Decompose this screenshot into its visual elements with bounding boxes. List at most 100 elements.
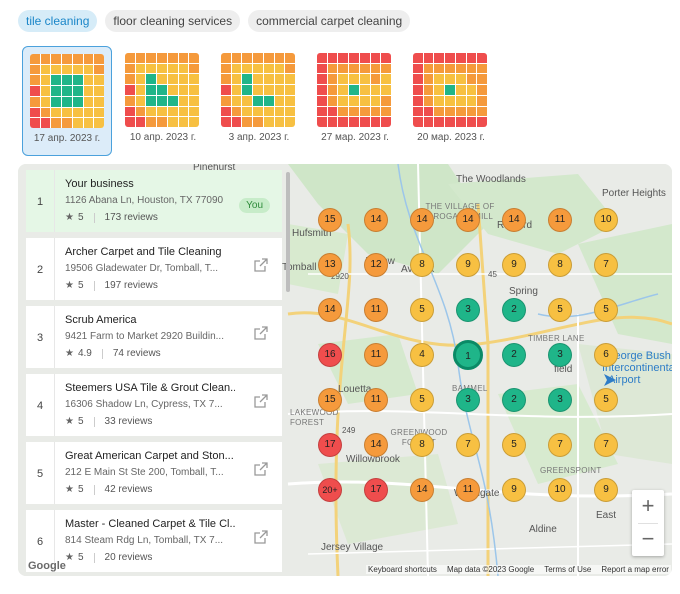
thumb-heatmap <box>125 53 199 127</box>
rank-pin[interactable]: 11 <box>364 343 388 367</box>
rank-pin[interactable]: 15 <box>318 388 342 412</box>
thumb-cell <box>72 96 83 107</box>
rank-pin[interactable]: 9 <box>456 253 480 277</box>
business-name: Scrub America <box>65 314 137 326</box>
rank-pin[interactable]: 10 <box>548 478 572 502</box>
rank-pin[interactable]: 11 <box>456 478 480 502</box>
thumb-cell <box>178 95 189 106</box>
rank-pin[interactable]: 8 <box>548 253 572 277</box>
rank-pin[interactable]: 3 <box>456 388 480 412</box>
thumb-cell <box>157 53 167 63</box>
rank-pin[interactable]: 20+ <box>318 478 342 502</box>
list-item[interactable]: 3 Scrub America 9421 Farm to Market 2920… <box>26 306 282 368</box>
rank-pin[interactable]: 2 <box>502 298 526 322</box>
rank-pin[interactable]: 7 <box>594 253 618 277</box>
rank-pin[interactable]: 5 <box>502 433 526 457</box>
map-label-aldine: Aldine <box>529 524 557 535</box>
external-link-icon[interactable] <box>254 326 268 340</box>
thumb-cell <box>274 117 285 127</box>
rank-pin[interactable]: 5 <box>548 298 572 322</box>
rank-pin[interactable]: 14 <box>410 478 434 502</box>
rank-pin[interactable]: 17 <box>318 433 342 457</box>
rank-pin[interactable]: 14 <box>410 208 434 232</box>
list-item[interactable]: 1 Your business 1126 Abana Ln, Houston, … <box>26 170 282 232</box>
zoom-out-button[interactable]: − <box>641 526 655 551</box>
thumb-cell <box>135 85 146 95</box>
results-scrollbar[interactable] <box>286 172 290 292</box>
business-address: 9421 Farm to Market 2920 Buildin... <box>65 331 224 342</box>
rank-pin[interactable]: 14 <box>364 208 388 232</box>
rank-pin[interactable]: 1 <box>453 340 483 370</box>
rank-pin[interactable]: 7 <box>548 433 572 457</box>
rank-pin[interactable]: 15 <box>318 208 342 232</box>
history-thumb[interactable]: 3 апр. 2023 г. <box>214 46 304 156</box>
rank-pin[interactable]: 5 <box>410 388 434 412</box>
rank-pin[interactable]: 11 <box>364 298 388 322</box>
history-thumb[interactable]: 17 апр. 2023 г. <box>22 46 112 156</box>
rank-pin[interactable]: 8 <box>410 433 434 457</box>
rank-pin[interactable]: 7 <box>456 433 480 457</box>
rank-pin[interactable]: 9 <box>594 478 618 502</box>
rank-pin[interactable]: 5 <box>410 298 434 322</box>
rank-pin[interactable]: 14 <box>364 433 388 457</box>
keyboard-shortcuts-link[interactable]: Keyboard shortcuts <box>368 565 437 574</box>
rank-pin[interactable]: 13 <box>318 253 342 277</box>
rank-pin[interactable]: 3 <box>456 298 480 322</box>
rank-pin[interactable]: 6 <box>594 343 618 367</box>
history-thumb[interactable]: 27 мар. 2023 г. <box>310 46 400 156</box>
rank-pin[interactable]: 3 <box>548 388 572 412</box>
rank-pin[interactable]: 10 <box>594 208 618 232</box>
rank-pin[interactable]: 14 <box>318 298 342 322</box>
rank-pin[interactable]: 2 <box>502 388 526 412</box>
rank-pin[interactable]: 9 <box>502 253 526 277</box>
keyword-chip-commercial-carpet[interactable]: commercial carpet cleaning <box>248 10 411 32</box>
report-error-link[interactable]: Report a map error <box>601 565 669 574</box>
rank-pin[interactable]: 5 <box>594 388 618 412</box>
keyword-chip-floor-cleaning[interactable]: floor cleaning services <box>105 10 241 32</box>
rank-pin[interactable]: 14 <box>456 208 480 232</box>
zoom-in-button[interactable]: + <box>641 493 655 518</box>
map[interactable]: Pinehurst The Woodlands THE VILLAGE OF G… <box>18 164 672 576</box>
thumb-cell <box>30 54 40 64</box>
rank-pin[interactable]: 8 <box>410 253 434 277</box>
thumb-cell <box>146 106 157 117</box>
thumb-cell <box>317 63 327 74</box>
thumb-cell <box>263 85 274 95</box>
thumb-cell <box>285 63 295 74</box>
rank-pin[interactable]: 16 <box>318 343 342 367</box>
rank-pin[interactable]: 12 <box>364 253 388 277</box>
list-item[interactable]: 4 Steemers USA Tile & Grout Clean... 163… <box>26 374 282 436</box>
rank-pin[interactable]: 17 <box>364 478 388 502</box>
thumb-cell <box>30 118 40 128</box>
thumb-cell <box>466 95 477 106</box>
thumb-cell <box>253 53 263 63</box>
list-item[interactable]: 6 Master - Cleaned Carpet & Tile Cl... 8… <box>26 510 282 572</box>
result-index: 5 <box>26 442 54 504</box>
thumb-cell <box>327 85 338 95</box>
rank-pin[interactable]: 14 <box>502 208 526 232</box>
history-thumb[interactable]: 20 мар. 2023 г. <box>406 46 496 156</box>
rank-pin[interactable]: 2 <box>502 343 526 367</box>
rank-pin[interactable]: 4 <box>410 343 434 367</box>
thumb-cell <box>327 74 338 85</box>
thumb-cell <box>62 75 72 86</box>
rank-pin[interactable]: 5 <box>594 298 618 322</box>
history-thumb[interactable]: 10 апр. 2023 г. <box>118 46 208 156</box>
list-item[interactable]: 2 Archer Carpet and Tile Cleaning 19506 … <box>26 238 282 300</box>
list-item[interactable]: 5 Great American Carpet and Ston... 212 … <box>26 442 282 504</box>
terms-link[interactable]: Terms of Use <box>544 565 592 574</box>
external-link-icon[interactable] <box>254 258 268 272</box>
thumb-cell <box>263 63 274 74</box>
thumb-cell <box>30 107 40 118</box>
keyword-chip-tile-cleaning[interactable]: tile cleaning <box>18 10 98 32</box>
rank-pin[interactable]: 7 <box>594 433 618 457</box>
thumb-cell <box>253 117 263 127</box>
external-link-icon[interactable] <box>254 394 268 408</box>
rank-pin[interactable]: 3 <box>548 343 572 367</box>
thumb-cell <box>231 74 242 85</box>
rank-pin[interactable]: 9 <box>502 478 526 502</box>
external-link-icon[interactable] <box>254 530 268 544</box>
external-link-icon[interactable] <box>254 462 268 476</box>
rank-pin[interactable]: 11 <box>364 388 388 412</box>
rank-pin[interactable]: 11 <box>548 208 572 232</box>
